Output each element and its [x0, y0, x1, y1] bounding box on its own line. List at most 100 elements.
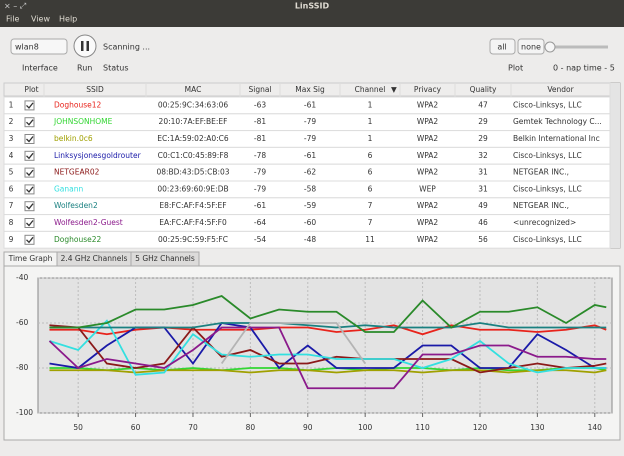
ssid: NETGEAR02: [54, 168, 100, 177]
status-value: Scanning ...: [103, 43, 150, 52]
plot-checkbox[interactable]: [25, 151, 34, 160]
mac: 00:23:69:60:9E:DB: [157, 184, 228, 193]
plot-checkbox[interactable]: [25, 101, 34, 110]
row-number: 7: [9, 201, 14, 210]
scrollbar: [610, 83, 620, 248]
x-tick-label: 110: [415, 423, 430, 432]
channel: 1: [368, 117, 373, 126]
channel: 7: [368, 218, 373, 227]
x-tick-label: 100: [358, 423, 373, 432]
pause-bar: [87, 41, 90, 51]
mac: 08:BD:43:D5:CB:03: [156, 168, 229, 177]
column-header[interactable]: Vendor: [547, 85, 574, 94]
menu-item[interactable]: File: [6, 15, 19, 24]
column-header[interactable]: MAC: [185, 85, 202, 94]
nap-label: 0 - nap time - 5: [553, 64, 615, 73]
row-number: 4: [9, 151, 14, 160]
signal: -79: [254, 184, 266, 193]
vendor: Cisco-Linksys, LLC: [513, 235, 582, 244]
quality: 29: [478, 117, 488, 126]
max-sig: -48: [304, 235, 316, 244]
privacy: WPA2: [417, 151, 439, 160]
plot-checkbox[interactable]: [25, 168, 34, 177]
x-tick-label: 120: [473, 423, 488, 432]
pause-bar: [81, 41, 84, 51]
y-tick-label: -60: [16, 318, 28, 327]
mac: 00:25:9C:34:63:06: [158, 100, 229, 109]
run-button[interactable]: [74, 35, 96, 57]
mac: E8:FC:AF:F4:5F:EF: [159, 201, 226, 210]
channel: 1: [368, 100, 373, 109]
interface-label: Interface: [22, 64, 58, 73]
max-sig: -58: [304, 184, 316, 193]
y-tick-label: -40: [16, 273, 28, 282]
max-sig: -79: [304, 117, 316, 126]
sort-indicator: ▼: [391, 85, 397, 94]
channel: 6: [368, 151, 373, 160]
mac: EA:FC:AF:F4:5F:F0: [159, 218, 227, 227]
row-number: 9: [9, 235, 14, 244]
ssid: Ganann: [54, 184, 84, 193]
privacy: WEP: [419, 184, 436, 193]
y-tick-label: -100: [16, 408, 33, 417]
plot-checkbox[interactable]: [25, 202, 34, 211]
vendor: NETGEAR INC.,: [513, 201, 569, 210]
plot-checkbox[interactable]: [25, 118, 34, 127]
menu-item[interactable]: Help: [59, 15, 77, 24]
channel: 1: [368, 134, 373, 143]
status-label: Status: [103, 64, 129, 73]
plot-checkbox[interactable]: [25, 135, 34, 144]
column-header[interactable]: Signal: [248, 85, 271, 94]
privacy: WPA2: [417, 201, 439, 210]
column-header[interactable]: Channel: [355, 85, 386, 94]
quality: 32: [478, 151, 488, 160]
signal: -81: [254, 134, 266, 143]
privacy: WPA2: [417, 117, 439, 126]
max-sig: -61: [304, 100, 316, 109]
slider-handle[interactable]: [545, 42, 555, 52]
vendor: Belkin International Inc: [513, 134, 600, 143]
tab-label[interactable]: 5 GHz Channels: [135, 254, 195, 263]
max-sig: -79: [304, 134, 316, 143]
ssid: belkin.0c6: [54, 134, 93, 143]
run-label: Run: [77, 64, 92, 73]
plot-area: [38, 278, 612, 413]
plot-checkbox[interactable]: [25, 219, 34, 228]
x-tick-label: 50: [73, 423, 83, 432]
all-text: all: [497, 43, 506, 52]
x-tick-label: 90: [303, 423, 313, 432]
plot-checkbox[interactable]: [25, 185, 34, 194]
privacy: WPA2: [417, 218, 439, 227]
signal: -54: [254, 235, 266, 244]
privacy: WPA2: [417, 168, 439, 177]
vendor: Gemtek Technology C...: [513, 117, 602, 126]
column-header[interactable]: Privacy: [414, 85, 442, 94]
quality: 31: [478, 168, 488, 177]
mac: 00:25:9C:59:F5:FC: [158, 235, 228, 244]
x-tick-label: 60: [131, 423, 141, 432]
plot-checkbox[interactable]: [25, 235, 34, 244]
privacy: WPA2: [417, 134, 439, 143]
tab-label[interactable]: 2.4 GHz Channels: [61, 254, 128, 263]
x-tick-label: 140: [588, 423, 603, 432]
mac: C0:C1:C0:45:89:F8: [158, 151, 229, 160]
signal: -61: [254, 201, 266, 210]
tab-label[interactable]: Time Graph: [8, 254, 53, 263]
menu-item[interactable]: View: [31, 15, 50, 24]
column-header[interactable]: Quality: [470, 85, 497, 94]
window-title: LinSSID: [295, 2, 330, 11]
column-header[interactable]: Max Sig: [295, 85, 325, 94]
channel: 6: [368, 168, 373, 177]
quality: 31: [478, 184, 488, 193]
max-sig: -61: [304, 151, 316, 160]
none-text: none: [521, 43, 541, 52]
column-header[interactable]: SSID: [86, 85, 104, 94]
max-sig: -62: [304, 168, 316, 177]
signal: -64: [254, 218, 266, 227]
quality: 47: [478, 100, 488, 109]
column-header[interactable]: Plot: [24, 85, 38, 94]
signal: -78: [254, 151, 266, 160]
quality: 29: [478, 134, 488, 143]
